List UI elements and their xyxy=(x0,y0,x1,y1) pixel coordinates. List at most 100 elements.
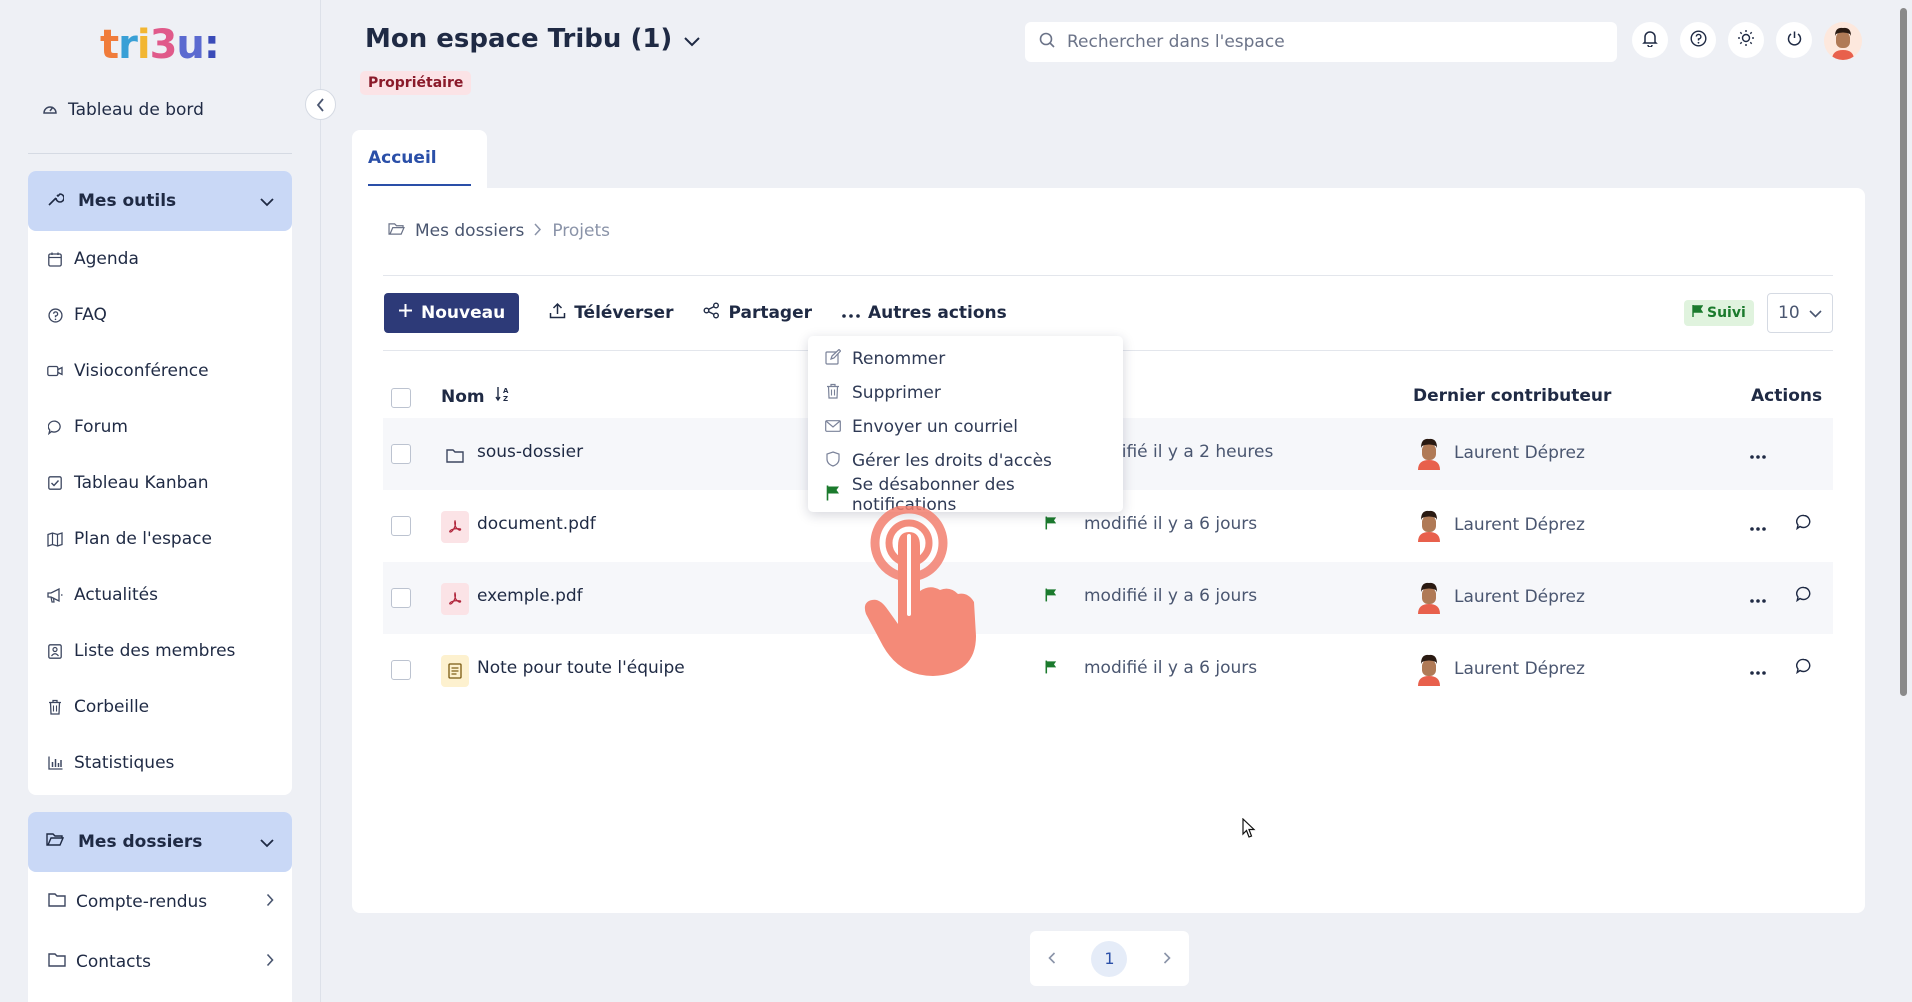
row-actions-button[interactable] xyxy=(1750,584,1766,608)
tools-panel-header[interactable]: Mes outils xyxy=(28,171,292,231)
sidebar-item-faq[interactable]: FAQ xyxy=(28,287,292,343)
comment-button[interactable] xyxy=(1796,586,1812,607)
mouse-cursor-icon xyxy=(1242,817,1256,844)
share-label: Partager xyxy=(728,303,813,323)
chevron-right-icon xyxy=(266,952,274,972)
sidebar-item-actualit-s[interactable]: Actualités xyxy=(28,567,292,623)
ellipsis-icon xyxy=(1750,512,1766,536)
theme-toggle-button[interactable] xyxy=(1728,22,1764,58)
sidebar-item-label: FAQ xyxy=(74,305,107,325)
row-actions-button[interactable] xyxy=(1750,512,1766,536)
flag-icon xyxy=(1045,515,1057,534)
page-size-select[interactable]: 10 xyxy=(1767,293,1833,333)
search-input[interactable]: Rechercher dans l'espace xyxy=(1025,22,1617,62)
ellipsis-icon xyxy=(1750,440,1766,464)
sidebar-item-corbeille[interactable]: Corbeille xyxy=(28,679,292,735)
scrollbar-thumb[interactable] xyxy=(1900,8,1907,696)
column-contributor-header: Dernier contributeur xyxy=(1413,386,1612,406)
contributor: Laurent Déprez xyxy=(1416,436,1585,470)
row-checkbox[interactable] xyxy=(391,444,411,464)
folder-open-icon xyxy=(388,221,405,241)
comment-button[interactable] xyxy=(1796,658,1812,679)
folder-icon xyxy=(48,952,66,972)
dashboard-link[interactable]: Tableau de bord xyxy=(42,100,204,120)
tab-accueil[interactable]: Accueil xyxy=(368,148,437,168)
header-actions xyxy=(1632,22,1862,60)
page-number-current[interactable]: 1 xyxy=(1091,940,1128,977)
file-name[interactable]: Note pour toute l'équipe xyxy=(477,658,685,678)
select-all-checkbox[interactable] xyxy=(391,388,411,408)
file-name[interactable]: sous-dossier xyxy=(477,442,584,462)
sidebar-item-label: Visioconférence xyxy=(74,361,209,381)
sidebar-item-forum[interactable]: Forum xyxy=(28,399,292,455)
trash-icon xyxy=(46,698,64,716)
new-button-label: Nouveau xyxy=(421,303,506,323)
sidebar-item-visioconf-rence[interactable]: Visioconférence xyxy=(28,343,292,399)
follow-badge[interactable]: Suivi xyxy=(1684,300,1754,326)
column-actions-header: Actions xyxy=(1751,386,1823,406)
sidebar-item-agenda[interactable]: Agenda xyxy=(28,231,292,287)
next-page-button[interactable] xyxy=(1163,949,1171,968)
modified-time: modifié il y a 6 jours xyxy=(1084,658,1258,678)
row-checkbox[interactable] xyxy=(391,516,411,536)
sidebar-item-statistiques[interactable]: Statistiques xyxy=(28,735,292,791)
help-icon xyxy=(1689,29,1707,51)
folders-panel-header[interactable]: Mes dossiers xyxy=(28,812,292,872)
sidebar-item-plan-de-l-espace[interactable]: Plan de l'espace xyxy=(28,511,292,567)
table-row[interactable]: exemple.pdf modifié il y a 6 jours Laure… xyxy=(383,562,1833,634)
sidebar-folder-contacts[interactable]: Contacts xyxy=(28,932,292,992)
row-actions-button[interactable] xyxy=(1750,440,1766,464)
table-row[interactable]: document.pdf modifié il y a 6 jours Laur… xyxy=(383,490,1833,562)
upload-button[interactable]: Téléverser xyxy=(549,302,673,324)
sidebar-item-label: Statistiques xyxy=(74,753,175,773)
breadcrumb: Mes dossiers Projets xyxy=(388,221,610,241)
collapse-sidebar-button[interactable] xyxy=(305,89,336,120)
avatar xyxy=(1416,580,1442,614)
menu-item-unsubscribe[interactable]: Se désabonner des notifications xyxy=(808,475,1123,515)
menu-item-delete[interactable]: Supprimer xyxy=(808,376,1123,410)
tools-panel-title: Mes outils xyxy=(78,191,177,211)
tab-card xyxy=(352,130,487,190)
prev-page-button[interactable] xyxy=(1048,949,1056,968)
comment-icon xyxy=(1796,658,1812,679)
table-row[interactable]: Note pour toute l'équipe modifié il y a … xyxy=(383,634,1833,706)
divider xyxy=(383,275,1833,276)
sidebar-item-tableau-kanban[interactable]: Tableau Kanban xyxy=(28,455,292,511)
space-title[interactable]: Mon espace Tribu (1) xyxy=(365,24,701,54)
sidebar-folder-compte-rendus[interactable]: Compte-rendus xyxy=(28,872,292,932)
share-button[interactable]: Partager xyxy=(703,302,812,324)
tribu-logo[interactable]: tri3u: xyxy=(100,22,220,68)
breadcrumb-current: Projets xyxy=(552,221,611,241)
page-scrollbar[interactable] xyxy=(1898,0,1908,1002)
modified-time: modifié il y a 6 jours xyxy=(1084,586,1258,606)
space-title-text: Mon espace Tribu (1) xyxy=(365,24,673,54)
user-avatar[interactable] xyxy=(1824,22,1862,60)
menu-item-rename[interactable]: Renommer xyxy=(808,342,1123,376)
folder-icon xyxy=(441,439,469,471)
notifications-button[interactable] xyxy=(1632,22,1668,58)
chevron-right-icon xyxy=(266,892,274,912)
file-name[interactable]: exemple.pdf xyxy=(477,586,583,606)
menu-item-label: Envoyer un courriel xyxy=(852,417,1018,437)
row-actions-button[interactable] xyxy=(1750,656,1766,680)
row-checkbox[interactable] xyxy=(391,660,411,680)
logout-button[interactable] xyxy=(1776,22,1812,58)
breadcrumb-root[interactable]: Mes dossiers xyxy=(415,221,525,241)
comment-button[interactable] xyxy=(1796,514,1812,535)
more-actions-button[interactable]: Autres actions xyxy=(842,303,1007,323)
folders-panel-title: Mes dossiers xyxy=(78,832,203,852)
help-button[interactable] xyxy=(1680,22,1716,58)
comment-icon xyxy=(1796,586,1812,607)
sidebar-item-label: Agenda xyxy=(74,249,139,269)
sidebar-item-liste-des-membres[interactable]: Liste des membres xyxy=(28,623,292,679)
new-button[interactable]: Nouveau xyxy=(384,293,520,333)
menu-item-send-email[interactable]: Envoyer un courriel xyxy=(808,410,1123,444)
chevron-down-icon xyxy=(260,833,274,852)
row-checkbox[interactable] xyxy=(391,588,411,608)
menu-item-access-rights[interactable]: Gérer les droits d'accès xyxy=(808,444,1123,478)
wrench-icon xyxy=(46,190,65,213)
map-icon xyxy=(46,530,64,548)
file-name[interactable]: document.pdf xyxy=(477,514,596,534)
